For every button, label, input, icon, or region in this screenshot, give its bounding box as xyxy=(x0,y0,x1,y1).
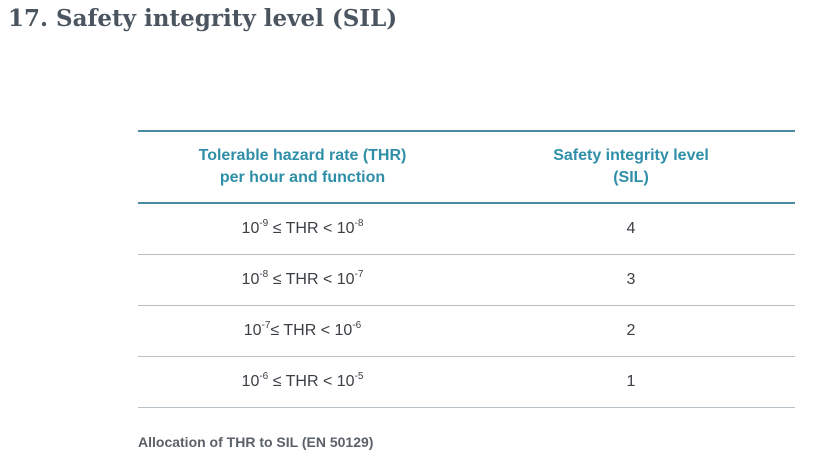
header-sil: Safety integrity level (SIL) xyxy=(467,131,795,203)
header-thr-line2: per hour and function xyxy=(219,169,386,186)
thr-upper-base: 10 xyxy=(336,373,355,390)
header-row: Tolerable hazard rate (THR) per hour and… xyxy=(138,131,795,203)
thr-upper-base: 10 xyxy=(336,271,355,288)
thr-operator: ≤ THR < xyxy=(268,373,337,390)
thr-operator: ≤ THR < xyxy=(270,322,335,339)
table-caption: Allocation of THR to SIL (EN 50129) xyxy=(138,434,374,450)
thr-upper-exponent: -5 xyxy=(354,370,364,382)
header-sil-line2: (SIL) xyxy=(613,169,649,186)
thr-operator: ≤ THR < xyxy=(268,271,337,288)
sil-value-cell: 2 xyxy=(626,322,636,339)
table-row: 10-8 ≤ THR < 10-7 3 xyxy=(138,255,795,306)
thr-range-cell: 10-7≤ THR < 10-6 xyxy=(138,306,467,357)
thr-lower-exponent: -8 xyxy=(259,268,269,280)
table-row: 10-9 ≤ THR < 10-8 4 xyxy=(138,203,795,255)
thr-range-cell: 10-8 ≤ THR < 10-7 xyxy=(138,255,467,306)
thr-upper-base: 10 xyxy=(336,220,355,237)
thr-lower-exponent: -6 xyxy=(259,370,269,382)
thr-lower-base: 10 xyxy=(241,220,260,237)
thr-operator: ≤ THR < xyxy=(268,220,337,237)
page-title: 17. Safety integrity level (SIL) xyxy=(8,5,398,32)
thr-lower-base: 10 xyxy=(241,271,260,288)
header-sil-line1: Safety integrity level xyxy=(553,147,709,164)
table-row: 10-6 ≤ THR < 10-5 1 xyxy=(138,357,795,408)
sil-value-cell: 4 xyxy=(626,220,636,237)
sil-value-cell: 1 xyxy=(626,373,636,390)
thr-lower-exponent: -7 xyxy=(261,319,271,331)
thr-range-cell: 10-6 ≤ THR < 10-5 xyxy=(138,357,467,408)
sil-value-cell: 3 xyxy=(626,271,636,288)
thr-range-cell: 10-9 ≤ THR < 10-8 xyxy=(138,203,467,255)
thr-upper-exponent: -6 xyxy=(352,319,362,331)
thr-sil-table: Tolerable hazard rate (THR) per hour and… xyxy=(138,130,795,408)
thr-upper-exponent: -7 xyxy=(354,268,364,280)
table-row: 10-7≤ THR < 10-6 2 xyxy=(138,306,795,357)
thr-lower-exponent: -9 xyxy=(259,217,269,229)
thr-lower-base: 10 xyxy=(241,373,260,390)
thr-upper-exponent: -8 xyxy=(354,217,364,229)
table-body: 10-9 ≤ THR < 10-8 4 10-8 ≤ THR < 10-7 3 … xyxy=(138,203,795,408)
table-header: Tolerable hazard rate (THR) per hour and… xyxy=(138,131,795,203)
header-thr-line1: Tolerable hazard rate (THR) xyxy=(198,147,407,164)
header-thr: Tolerable hazard rate (THR) per hour and… xyxy=(138,131,467,203)
thr-lower-base: 10 xyxy=(243,322,262,339)
thr-upper-base: 10 xyxy=(334,322,353,339)
